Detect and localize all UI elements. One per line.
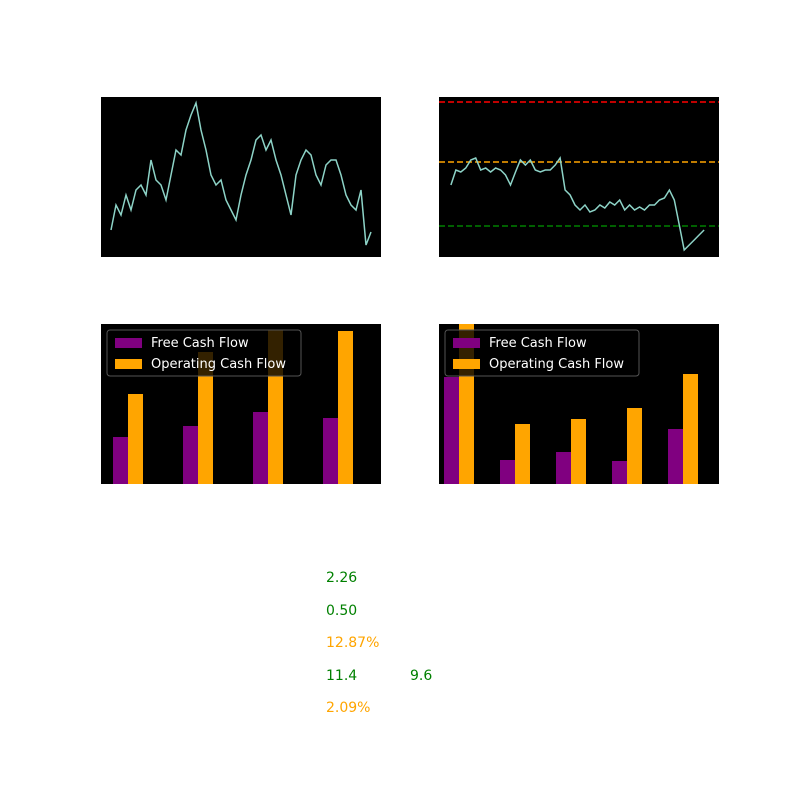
- bar: [198, 352, 213, 484]
- plot: [444, 324, 698, 484]
- legend-label: Operating Cash Flow: [489, 357, 624, 372]
- legend-box: [106, 329, 302, 377]
- metric-value: 12.87%: [326, 635, 379, 651]
- plot: [110, 100, 372, 246]
- legend-swatch: [115, 338, 142, 348]
- price-line: [450, 156, 705, 252]
- bar: [668, 429, 683, 484]
- metric-value: 9.6: [410, 668, 432, 684]
- bar: [556, 452, 571, 484]
- bar: [338, 331, 353, 484]
- bar: [500, 460, 515, 484]
- legend-swatch: [453, 338, 480, 348]
- plot-area: [101, 97, 381, 257]
- bar: [627, 408, 642, 484]
- legend-label: Free Cash Flow: [151, 336, 249, 351]
- legend-box: [444, 329, 640, 377]
- bar: [113, 437, 128, 484]
- bar: [515, 424, 530, 484]
- legend-swatch: [453, 359, 480, 369]
- metric-value: 2.26: [326, 570, 357, 586]
- metric-value: 11.4: [326, 668, 357, 684]
- price-line: [110, 100, 372, 246]
- bar: [444, 377, 459, 484]
- bar: [128, 394, 143, 484]
- plot: [439, 101, 719, 252]
- legend-label: Free Cash Flow: [489, 336, 587, 351]
- bar: [183, 426, 198, 484]
- legend-swatch: [115, 359, 142, 369]
- bar: [612, 461, 627, 484]
- bar: [683, 374, 698, 484]
- plot-area: [439, 97, 719, 257]
- bar: [323, 418, 338, 484]
- bar: [253, 412, 268, 484]
- bar: [571, 419, 586, 484]
- metric-value: 0.50: [326, 603, 357, 619]
- metric-value: 2.09%: [326, 700, 370, 716]
- legend-label: Operating Cash Flow: [151, 357, 286, 372]
